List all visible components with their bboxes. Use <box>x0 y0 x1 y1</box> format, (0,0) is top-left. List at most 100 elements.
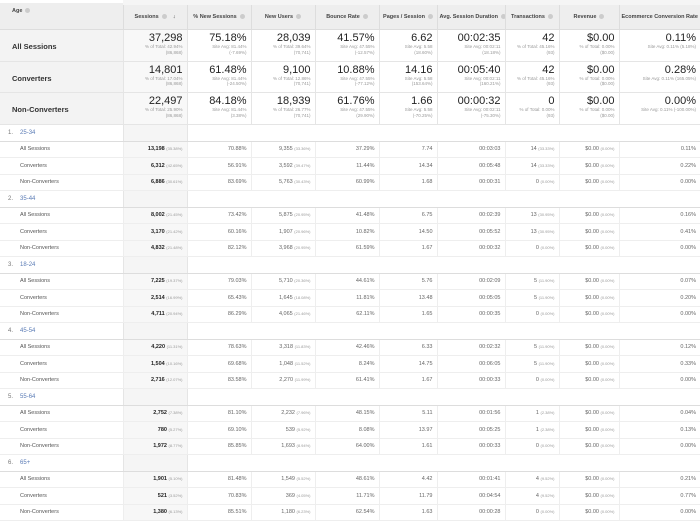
summary-label: All Sessions <box>0 29 123 62</box>
help-icon[interactable] <box>239 14 245 20</box>
summary-subtext: % of Total: 25.90% <box>145 107 183 113</box>
transactions-cell-value: 4 <box>535 492 539 499</box>
column-header-new-users[interactable]: New Users <box>250 0 315 30</box>
summary-cell: 18,939% of Total: 26.77% (70,741) <box>250 92 315 126</box>
summary-cell: 00:00:32 Site Avg: 00:02:11 (-75.30%) <box>436 92 505 126</box>
new-users-cell-percent: (4.05%) <box>296 492 311 498</box>
dimension-header-age[interactable]: Age <box>0 2 123 30</box>
summary-cell: 1.66 Site Avg: 5.58 (-70.25%) <box>378 92 437 126</box>
help-icon[interactable] <box>599 14 605 20</box>
sessions-cell: 521 (3.52%) <box>122 487 187 505</box>
new-users-cell-percent: (21.46%) <box>294 311 311 317</box>
new-users-cell-percent: (20.95%) <box>294 245 311 251</box>
pages-per-session-cell: 1.67 <box>378 240 437 258</box>
age-group-link[interactable]: 25-34 <box>20 129 36 136</box>
help-icon[interactable] <box>296 14 302 20</box>
column-header-transactions[interactable]: Transactions <box>504 0 559 30</box>
segment-label: Non-Converters <box>0 504 123 521</box>
column-header-sessions[interactable]: Sessions ↓ <box>122 0 187 30</box>
new-users-cell-percent: (6.23%) <box>296 509 311 515</box>
summary-subtext: Site Avg: 00:02:11 <box>464 44 501 49</box>
new-sessions-cell: 82.12% <box>186 240 251 258</box>
group-spacer <box>187 388 700 406</box>
column-header--new-sessions[interactable]: % New Sessions <box>186 0 251 30</box>
revenue-cell-percent: (0.00%) <box>600 492 615 498</box>
avg-session-duration-cell: 00:06:05 <box>436 355 505 373</box>
new-users-cell-percent: (11.83%) <box>294 344 311 350</box>
summary-row: Converters 14,801% of Total: 17.04% (86,86… <box>0 61 700 94</box>
help-icon[interactable] <box>161 14 167 20</box>
summary-value: 61.76% <box>337 95 375 108</box>
bounce-rate-cell: 11.81% <box>314 289 379 307</box>
help-icon[interactable] <box>547 14 553 20</box>
revenue-cell: $0.00 (0.00%) <box>558 240 619 258</box>
transactions-cell: 5 (11.90%) <box>504 273 559 291</box>
bounce-rate-cell: 8.08% <box>314 421 379 439</box>
summary-subtext: (70,741) <box>293 81 311 87</box>
transactions-cell: 0 (0.00%) <box>504 174 559 192</box>
column-header-avg-session-duration[interactable]: Avg. Session Duration <box>436 0 505 30</box>
sessions-cell: 6,312 (42.65%) <box>122 157 187 175</box>
summary-subtext: Site Avg: 00:02:11 <box>464 107 501 113</box>
sessions-cell-value: 8,002 <box>150 212 165 219</box>
revenue-cell: $0.00 (0.00%) <box>558 306 619 324</box>
summary-value: 0 <box>548 95 555 108</box>
summary-value: 42 <box>542 32 555 44</box>
pages-per-session-cell: 5.76 <box>378 273 437 291</box>
revenue-cell-percent: (0.00%) <box>600 294 615 300</box>
age-group-row: 6. 65+ <box>0 454 700 472</box>
summary-subtext: Site Avg: 47.55% <box>340 107 375 113</box>
help-icon[interactable] <box>500 14 505 20</box>
conversion-rate-cell: 0.00% <box>618 504 700 521</box>
age-group-link[interactable]: 55-64 <box>20 393 36 400</box>
summary-value: 6.62 <box>411 32 433 44</box>
new-users-cell-value: 1,693 <box>281 443 295 450</box>
sessions-cell: 4,711 (20.94%) <box>122 306 187 324</box>
bounce-rate-cell: 48.15% <box>314 405 379 423</box>
age-group-link[interactable]: 18-24 <box>20 261 36 268</box>
summary-cell: 37,298% of Total: 42.94% (86,868) <box>122 29 187 62</box>
help-icon[interactable] <box>25 7 31 13</box>
bounce-rate-cell: 61.41% <box>314 372 379 390</box>
new-sessions-cell: 78.63% <box>186 339 251 357</box>
summary-subtext: ($0.00) <box>600 49 615 55</box>
segment-label: Non-Converters <box>0 372 123 390</box>
summary-subtext: % of Total: 0.00% <box>519 107 555 113</box>
table-row: All Sessions 1,901 (5.10%) 81.48% 1,549 (5.… <box>0 471 700 489</box>
avg-session-duration-cell: 00:05:48 <box>436 157 505 175</box>
new-sessions-cell: 79.03% <box>186 273 251 291</box>
table-row: Converters 3,170 (21.42%) 60.16% 1,907 (20.… <box>0 223 700 241</box>
summary-value: $0.00 <box>586 63 615 76</box>
avg-session-duration-cell: 00:00:28 <box>436 504 505 521</box>
summary-subtext: Site Avg: 00:02:11 <box>464 75 501 81</box>
column-header-revenue[interactable]: Revenue <box>558 0 619 30</box>
summary-value: 37,298 <box>148 32 183 44</box>
table-row: Non-Converters 4,832 (21.48%) 82.12% 3,968 … <box>0 240 700 258</box>
avg-session-duration-cell: 00:00:32 <box>436 240 505 258</box>
revenue-cell-value: $0.00 <box>585 228 599 235</box>
age-group-link[interactable]: 35-44 <box>20 195 36 202</box>
segment-label: Non-Converters <box>0 438 123 456</box>
new-users-cell-value: 9,355 <box>278 146 293 153</box>
new-users-cell-value: 4,065 <box>278 311 293 318</box>
summary-subtext: (93) <box>546 112 555 118</box>
help-icon[interactable] <box>362 14 368 20</box>
avg-session-duration-cell: 00:05:05 <box>436 289 505 307</box>
sessions-cell-percent: (5.27%) <box>168 426 183 432</box>
column-header-pages-session[interactable]: Pages / Session <box>378 0 437 30</box>
column-header-ecommerce-conversion-rate[interactable]: Ecommerce Conversion Rate <box>618 0 700 30</box>
help-icon[interactable] <box>427 14 433 20</box>
bounce-rate-cell: 37.29% <box>314 141 379 159</box>
column-header-bounce-rate[interactable]: Bounce Rate <box>314 0 379 30</box>
summary-value: 18,939 <box>276 95 311 108</box>
summary-subtext: % of Total: 39.64% <box>273 44 311 49</box>
arrow-down-icon[interactable]: ↓ <box>172 14 176 20</box>
pages-per-session-cell: 1.65 <box>378 306 437 324</box>
age-group-link[interactable]: 65+ <box>20 459 31 466</box>
age-group-link[interactable]: 45-54 <box>20 327 36 334</box>
group-spacer <box>187 322 700 340</box>
summary-value: 75.18% <box>209 32 247 44</box>
avg-session-duration-cell: 00:04:54 <box>436 487 505 505</box>
new-sessions-cell: 83.58% <box>186 372 251 390</box>
segment-label: Non-Converters <box>0 306 123 324</box>
